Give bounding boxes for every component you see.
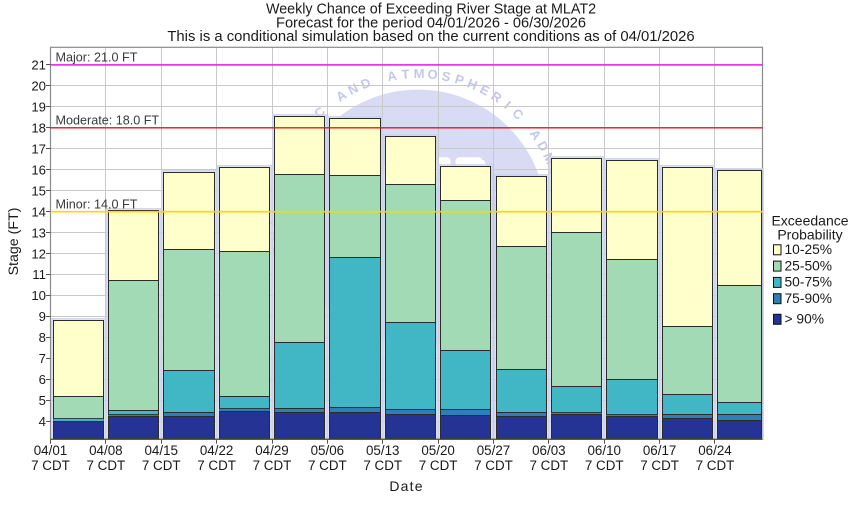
svg-text:25-50%: 25-50% [785,258,833,273]
svg-text:7 CDT: 7 CDT [530,458,569,473]
svg-text:7: 7 [39,351,46,366]
svg-text:T: T [401,66,410,82]
svg-text:8: 8 [39,330,46,345]
svg-text:Weekly Chance of Exceeding Riv: Weekly Chance of Exceeding River Stage a… [266,2,596,18]
svg-text:12: 12 [31,246,46,261]
svg-text:17: 17 [31,141,46,156]
svg-text:19: 19 [31,99,46,114]
svg-text:This is a conditional simulati: This is a conditional simulation based o… [167,29,694,45]
svg-text:7 CDT: 7 CDT [585,458,624,473]
svg-text:7 CDT: 7 CDT [474,458,513,473]
svg-text:Moderate: 18.0 FT: Moderate: 18.0 FT [56,114,160,128]
svg-text:20: 20 [31,79,46,94]
svg-text:7 CDT: 7 CDT [31,458,70,473]
svg-text:M: M [414,66,425,81]
svg-text:04/01: 04/01 [34,443,68,458]
svg-text:10-25%: 10-25% [785,242,833,257]
svg-text:04/22: 04/22 [200,443,234,458]
svg-text:7 CDT: 7 CDT [308,458,347,473]
svg-text:7 CDT: 7 CDT [142,458,181,473]
svg-text:7 CDT: 7 CDT [363,458,402,473]
svg-text:13: 13 [31,225,46,240]
svg-text:7 CDT: 7 CDT [696,458,735,473]
svg-text:75-90%: 75-90% [785,291,833,306]
svg-text:6: 6 [39,372,46,387]
svg-text:14: 14 [31,204,46,219]
svg-text:9: 9 [39,309,46,324]
svg-text:Forecast for the period 04/01/: Forecast for the period 04/01/2026 - 06/… [276,15,586,31]
svg-text:04/15: 04/15 [144,443,178,458]
svg-text:05/13: 05/13 [366,443,400,458]
svg-text:Minor: 14.0 FT: Minor: 14.0 FT [56,198,138,212]
svg-text:7 CDT: 7 CDT [640,458,679,473]
svg-text:S: S [440,68,452,84]
svg-text:4: 4 [39,414,46,429]
svg-text:7 CDT: 7 CDT [253,458,292,473]
svg-text:05/20: 05/20 [421,443,455,458]
svg-text:21: 21 [31,58,46,73]
svg-text:06/10: 06/10 [587,443,621,458]
svg-text:5: 5 [39,393,46,408]
svg-text:Probability: Probability [777,227,842,243]
svg-text:05/27: 05/27 [477,443,511,458]
svg-text:O: O [427,66,439,82]
svg-text:Exceedance: Exceedance [771,213,848,229]
svg-text:50-75%: 50-75% [785,275,833,290]
svg-text:06/17: 06/17 [643,443,677,458]
svg-text:04/08: 04/08 [89,443,123,458]
svg-text:06/03: 06/03 [532,443,566,458]
svg-text:> 90%: > 90% [785,312,825,327]
svg-text:04/29: 04/29 [255,443,289,458]
svg-text:Stage (FT): Stage (FT) [6,208,22,276]
svg-text:18: 18 [31,120,46,135]
svg-text:05/06: 05/06 [311,443,345,458]
svg-text:06/24: 06/24 [698,443,732,458]
svg-text:7 CDT: 7 CDT [87,458,126,473]
svg-text:16: 16 [31,162,46,177]
svg-text:Date: Date [389,478,423,494]
svg-text:A: A [386,68,399,85]
svg-text:10: 10 [31,288,46,303]
svg-text:7 CDT: 7 CDT [419,458,458,473]
svg-text:7 CDT: 7 CDT [197,458,236,473]
svg-text:Major: 21.0 FT: Major: 21.0 FT [56,51,138,65]
svg-text:11: 11 [32,267,46,282]
svg-text:15: 15 [31,183,46,198]
